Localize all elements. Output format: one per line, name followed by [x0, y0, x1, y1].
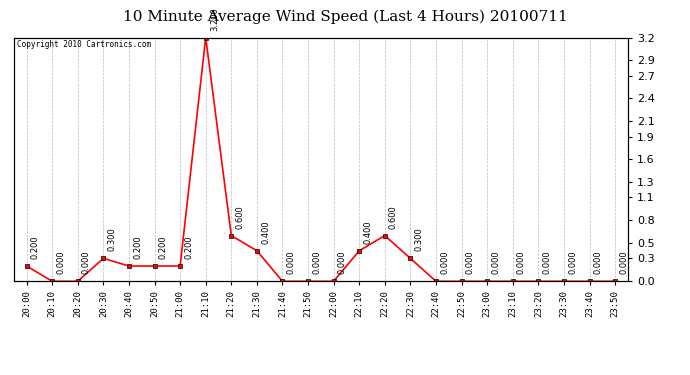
Text: 0.000: 0.000: [517, 251, 526, 274]
Text: 0.300: 0.300: [108, 228, 117, 252]
Text: 0.000: 0.000: [491, 251, 500, 274]
Text: 0.600: 0.600: [389, 205, 398, 229]
Text: 0.000: 0.000: [593, 251, 602, 274]
Text: 0.000: 0.000: [619, 251, 629, 274]
Text: 0.400: 0.400: [261, 220, 270, 244]
Text: 0.000: 0.000: [286, 251, 295, 274]
Text: 0.000: 0.000: [568, 251, 577, 274]
Text: 0.000: 0.000: [82, 251, 91, 274]
Text: 0.000: 0.000: [312, 251, 322, 274]
Text: 0.200: 0.200: [184, 236, 193, 259]
Text: Copyright 2010 Cartronics.com: Copyright 2010 Cartronics.com: [17, 40, 151, 49]
Text: 0.000: 0.000: [466, 251, 475, 274]
Text: 0.000: 0.000: [440, 251, 449, 274]
Text: 0.200: 0.200: [133, 236, 142, 259]
Text: 0.000: 0.000: [338, 251, 347, 274]
Text: 0.000: 0.000: [542, 251, 551, 274]
Text: 0.300: 0.300: [415, 228, 424, 252]
Text: 0.200: 0.200: [31, 236, 40, 259]
Text: 0.200: 0.200: [159, 236, 168, 259]
Text: 10 Minute Average Wind Speed (Last 4 Hours) 20100711: 10 Minute Average Wind Speed (Last 4 Hou…: [123, 9, 567, 24]
Text: 0.000: 0.000: [57, 251, 66, 274]
Text: 0.400: 0.400: [364, 220, 373, 244]
Text: 0.600: 0.600: [235, 205, 244, 229]
Text: 3.200: 3.200: [210, 7, 219, 30]
